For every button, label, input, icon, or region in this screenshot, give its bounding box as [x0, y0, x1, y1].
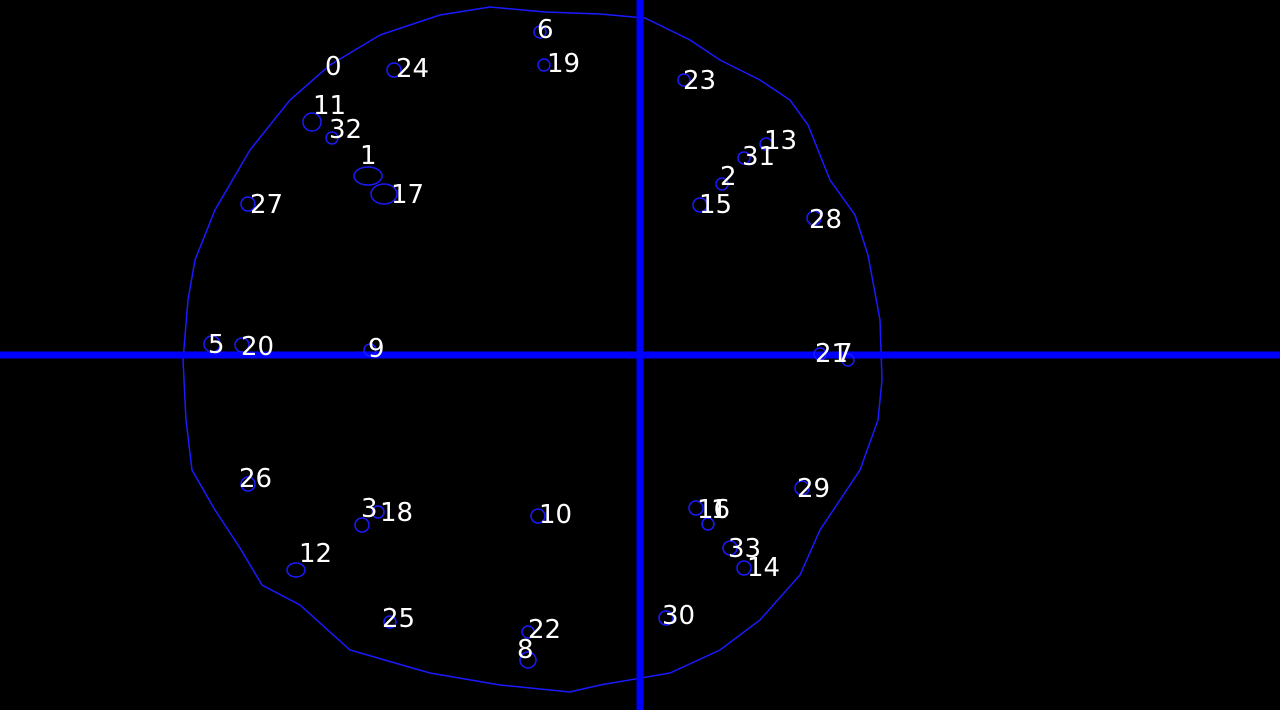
region-labels: 0 24 6 19 23 11 32 1 17 13 31 2 15 28 27… — [208, 15, 853, 665]
region-label: 23 — [683, 66, 716, 96]
blob-marker — [240, 476, 256, 492]
blob-marker — [234, 337, 250, 353]
region-label: 32 — [329, 115, 362, 145]
blob-marker — [736, 560, 752, 576]
blob-marker — [759, 137, 773, 151]
blob-marker — [302, 112, 322, 132]
blob-marker — [286, 562, 306, 578]
region-label: 29 — [797, 474, 830, 504]
region-label: 24 — [396, 54, 429, 84]
blob-marker — [692, 197, 708, 213]
blob-marker — [794, 480, 810, 496]
region-label: 10 — [539, 500, 572, 530]
blob-marker — [386, 62, 402, 78]
region-label: 19 — [547, 49, 580, 79]
region-label: 3 — [361, 494, 378, 524]
region-label: 28 — [809, 205, 842, 235]
region-label: 33 — [728, 534, 761, 564]
region-label: 31 — [742, 142, 775, 172]
blob-marker — [383, 615, 397, 629]
boundary-contour — [182, 6, 883, 693]
region-label: 13 — [764, 126, 797, 156]
blob-marker — [813, 347, 827, 361]
region-label: 26 — [239, 464, 272, 494]
region-label: 22 — [528, 615, 561, 645]
region-label: 1 — [360, 141, 377, 171]
region-label: 16 — [697, 495, 730, 525]
blob-marker — [537, 58, 551, 72]
blob-marker — [353, 166, 383, 186]
blob-marker — [354, 517, 370, 533]
blob-marker — [521, 625, 535, 639]
region-label: 2 — [720, 162, 737, 192]
region-label: 25 — [382, 604, 415, 634]
blob-marker — [715, 177, 729, 191]
blob-marker — [371, 505, 385, 519]
blob-markers — [203, 25, 855, 669]
blob-marker — [203, 335, 221, 353]
region-label: 17 — [391, 180, 424, 210]
blob-marker — [688, 500, 704, 516]
blob-marker — [737, 151, 751, 165]
blob-marker — [363, 343, 377, 357]
region-label: 20 — [241, 332, 274, 362]
region-label: 18 — [380, 498, 413, 528]
blob-marker — [701, 517, 715, 531]
region-label: 8 — [517, 635, 534, 665]
region-label: 0 — [325, 52, 342, 82]
blob-marker — [533, 25, 547, 39]
region-label: 27 — [250, 190, 283, 220]
blob-marker — [806, 210, 822, 226]
region-label: 15 — [699, 190, 732, 220]
blob-marker — [722, 540, 738, 556]
region-label: 30 — [662, 601, 695, 631]
blob-marker — [519, 651, 537, 669]
region-label: 11 — [313, 91, 346, 121]
blob-marker — [530, 508, 546, 524]
region-label: 21 — [815, 339, 848, 369]
blob-marker — [658, 610, 674, 626]
region-label: 6 — [537, 15, 554, 45]
region-label: 5 — [208, 330, 225, 360]
region-label: 14 — [747, 553, 780, 583]
blob-marker — [677, 73, 691, 87]
region-label: 12 — [299, 539, 332, 569]
blob-marker — [325, 131, 339, 145]
region-label: 9 — [368, 334, 385, 364]
blob-marker — [240, 196, 256, 212]
blob-marker — [370, 183, 398, 205]
region-label: 1 — [711, 495, 728, 525]
region-label: 7 — [836, 339, 853, 369]
blob-marker — [841, 353, 855, 367]
